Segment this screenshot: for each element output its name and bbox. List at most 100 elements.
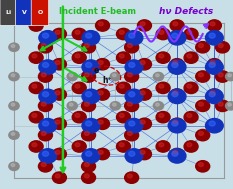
Circle shape <box>125 89 143 104</box>
Circle shape <box>96 148 110 160</box>
Circle shape <box>75 84 80 88</box>
Circle shape <box>206 119 223 133</box>
Circle shape <box>153 72 164 81</box>
Circle shape <box>98 22 103 26</box>
Circle shape <box>187 30 192 34</box>
Circle shape <box>127 132 132 135</box>
Circle shape <box>140 150 145 154</box>
Circle shape <box>84 102 89 106</box>
Circle shape <box>32 54 37 58</box>
Circle shape <box>82 31 100 45</box>
Circle shape <box>206 60 223 74</box>
Circle shape <box>156 103 159 106</box>
Text: Li: Li <box>6 10 12 15</box>
Circle shape <box>32 143 37 147</box>
Circle shape <box>170 148 184 160</box>
Text: e⁻: e⁻ <box>93 66 103 75</box>
Circle shape <box>173 22 178 26</box>
Circle shape <box>98 60 103 65</box>
Circle shape <box>116 82 130 94</box>
Circle shape <box>55 91 60 95</box>
Circle shape <box>218 73 223 77</box>
Circle shape <box>199 73 203 77</box>
Circle shape <box>67 72 77 81</box>
Circle shape <box>42 92 49 97</box>
Circle shape <box>129 33 135 38</box>
Circle shape <box>218 44 223 48</box>
Circle shape <box>218 102 223 106</box>
Circle shape <box>172 62 178 67</box>
Circle shape <box>41 102 46 106</box>
Text: V: V <box>22 10 27 15</box>
Circle shape <box>137 118 151 129</box>
Circle shape <box>199 132 203 135</box>
Circle shape <box>172 92 178 97</box>
Circle shape <box>140 60 145 65</box>
Circle shape <box>75 113 80 117</box>
Circle shape <box>42 151 49 156</box>
Circle shape <box>82 42 96 53</box>
Circle shape <box>170 118 184 129</box>
Circle shape <box>187 113 192 117</box>
Circle shape <box>41 44 46 48</box>
Circle shape <box>82 172 96 183</box>
Circle shape <box>113 74 116 77</box>
Circle shape <box>52 172 66 183</box>
Text: h⁺: h⁺ <box>103 76 112 85</box>
Circle shape <box>173 150 178 154</box>
Circle shape <box>184 52 198 63</box>
Circle shape <box>209 121 215 126</box>
Circle shape <box>172 151 178 156</box>
Circle shape <box>187 84 192 88</box>
Circle shape <box>137 89 151 100</box>
Circle shape <box>55 30 60 34</box>
Circle shape <box>39 149 57 163</box>
Circle shape <box>72 82 86 94</box>
Circle shape <box>173 60 178 65</box>
Circle shape <box>110 102 120 110</box>
Circle shape <box>119 143 124 147</box>
Circle shape <box>173 120 178 124</box>
Circle shape <box>96 118 110 129</box>
Circle shape <box>113 103 116 106</box>
Circle shape <box>156 28 170 40</box>
Circle shape <box>110 72 120 81</box>
Text: O: O <box>38 10 43 15</box>
Circle shape <box>196 100 210 112</box>
Circle shape <box>127 102 132 106</box>
Circle shape <box>55 150 60 154</box>
Circle shape <box>228 74 231 77</box>
Circle shape <box>38 129 52 141</box>
Circle shape <box>184 141 198 152</box>
Circle shape <box>216 42 230 53</box>
Circle shape <box>29 82 43 94</box>
Text: Incident E-beam: Incident E-beam <box>59 7 136 16</box>
Circle shape <box>210 91 215 95</box>
Circle shape <box>9 102 19 110</box>
Circle shape <box>156 141 170 152</box>
Circle shape <box>170 89 184 100</box>
Circle shape <box>75 30 80 34</box>
Circle shape <box>125 42 139 53</box>
Circle shape <box>38 100 52 112</box>
Circle shape <box>156 82 170 94</box>
Circle shape <box>84 174 89 178</box>
Circle shape <box>9 162 19 170</box>
Circle shape <box>82 119 100 133</box>
Circle shape <box>216 71 230 82</box>
Circle shape <box>209 92 215 97</box>
Circle shape <box>119 54 124 58</box>
Circle shape <box>196 129 210 141</box>
Circle shape <box>196 42 210 53</box>
Circle shape <box>156 74 159 77</box>
Circle shape <box>125 172 139 183</box>
Circle shape <box>52 28 66 40</box>
Circle shape <box>137 59 151 70</box>
Circle shape <box>98 91 103 95</box>
Circle shape <box>129 121 135 126</box>
Circle shape <box>9 43 19 51</box>
Circle shape <box>116 141 130 152</box>
Circle shape <box>52 148 66 160</box>
Circle shape <box>29 141 43 152</box>
Circle shape <box>75 143 80 147</box>
